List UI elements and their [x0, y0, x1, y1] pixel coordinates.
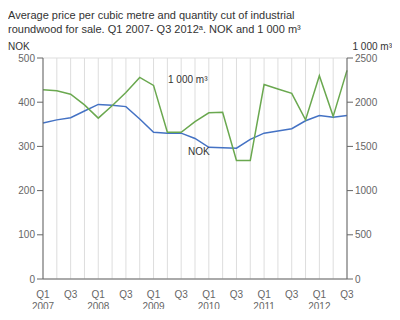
svg-text:Q12008: Q12008 [87, 289, 110, 309]
svg-text:Q12010: Q12010 [198, 289, 221, 309]
svg-text:0: 0 [355, 274, 361, 285]
html-text:NOK: NOK [188, 146, 210, 157]
svg-text:2000: 2000 [355, 97, 378, 108]
svg-text:400: 400 [18, 97, 35, 108]
svg-text:Q3: Q3 [340, 289, 354, 300]
html-text:1 000 m³: 1 000 m³ [168, 74, 208, 85]
svg-text:Q3: Q3 [119, 289, 133, 300]
svg-text:500: 500 [355, 229, 372, 240]
svg-text:Q12009: Q12009 [142, 289, 165, 309]
svg-text:Q3: Q3 [285, 289, 299, 300]
html-text:1 000 m³: 1 000 m³ [352, 41, 392, 52]
svg-text:2500: 2500 [355, 53, 378, 64]
svg-text:200: 200 [18, 185, 35, 196]
svg-text:Q3: Q3 [64, 289, 78, 300]
svg-text:Q3: Q3 [230, 289, 244, 300]
svg-text:1000: 1000 [355, 185, 378, 196]
svg-text:300: 300 [18, 141, 35, 152]
svg-text:Q12007: Q12007 [32, 289, 55, 309]
svg-text:Q3: Q3 [175, 289, 189, 300]
svg-text:Q12012: Q12012 [308, 289, 331, 309]
svg-text:Q12011: Q12011 [253, 289, 275, 309]
html-text:NOK: NOK [8, 41, 30, 52]
svg-text:500: 500 [18, 53, 35, 64]
svg-text:1500: 1500 [355, 141, 378, 152]
svg-text:0: 0 [29, 274, 35, 285]
html-text:Average price per cubic metre: Average price per cubic metre and quanti… [8, 9, 301, 35]
svg-text:100: 100 [18, 229, 35, 240]
